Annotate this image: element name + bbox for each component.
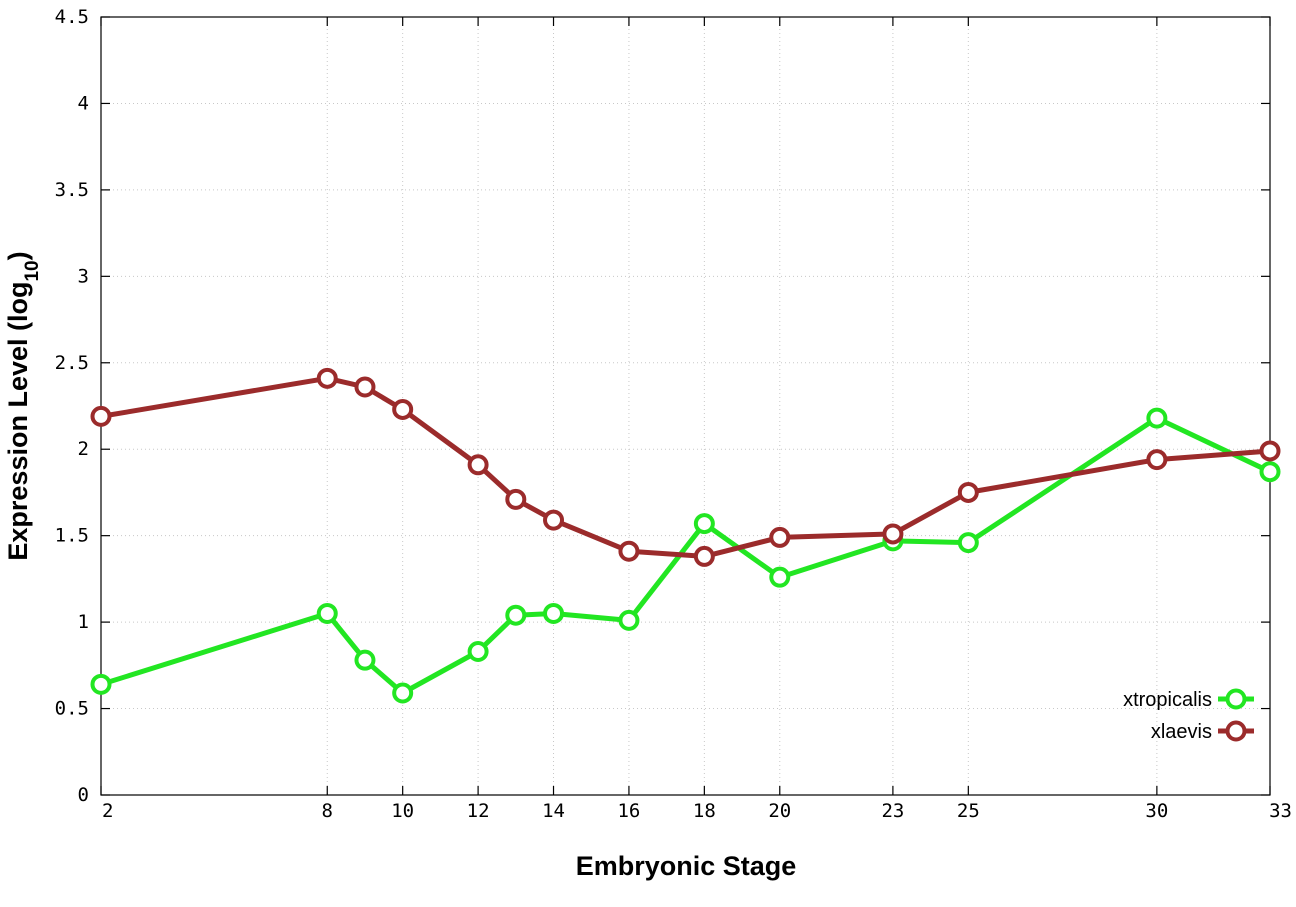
data-point-xtropicalis xyxy=(693,513,715,535)
grid-lines xyxy=(101,17,1270,795)
legend-marker-xtropicalis xyxy=(1225,688,1247,710)
series-layer xyxy=(90,367,1281,704)
x-tick-label: 16 xyxy=(617,800,640,822)
x-tick-labels: 2 8 10 12 14 16 18 20 23 25 30 33 xyxy=(102,800,1292,822)
data-point-xlaevis xyxy=(354,376,376,398)
x-tick-label: 23 xyxy=(881,800,904,822)
series-xlaevis xyxy=(90,367,1281,567)
data-point-xtropicalis xyxy=(467,641,489,663)
x-tick-label: 10 xyxy=(391,800,414,822)
data-point-xtropicalis xyxy=(316,602,338,624)
data-point-xlaevis xyxy=(769,526,791,548)
x-tick-label: 18 xyxy=(693,800,716,822)
data-point-xtropicalis xyxy=(769,566,791,588)
legend: xtropicalis xlaevis xyxy=(1123,688,1254,743)
x-tick-label: 2 xyxy=(102,800,113,822)
x-tick-label: 12 xyxy=(467,800,490,822)
data-point-xlaevis xyxy=(882,523,904,545)
data-point-xlaevis xyxy=(90,405,112,427)
legend-marker-xlaevis xyxy=(1225,720,1247,742)
y-tick-label: 2.5 xyxy=(55,352,89,374)
legend-label-xtropicalis: xtropicalis xyxy=(1123,689,1212,711)
data-point-xlaevis xyxy=(392,398,414,420)
y-tick-label: 3 xyxy=(78,265,89,287)
data-point-xtropicalis xyxy=(354,649,376,671)
y-tick-label: 3.5 xyxy=(55,179,89,201)
data-point-xlaevis xyxy=(505,488,527,510)
y-tick-label: 4 xyxy=(78,92,89,114)
y-tick-label: 1.5 xyxy=(55,525,89,547)
data-point-xtropicalis xyxy=(618,609,640,631)
data-point-xtropicalis xyxy=(543,602,565,624)
y-axis-title-close: ) xyxy=(3,251,33,260)
y-tick-label: 1 xyxy=(78,611,89,633)
axis-ticks xyxy=(100,16,1271,796)
data-point-xlaevis xyxy=(316,367,338,389)
data-point-xtropicalis xyxy=(90,673,112,695)
y-tick-label: 0 xyxy=(78,784,89,806)
data-point-xtropicalis xyxy=(1259,461,1281,483)
data-point-xlaevis xyxy=(693,545,715,567)
x-tick-label: 25 xyxy=(957,800,980,822)
x-tick-label: 30 xyxy=(1145,800,1168,822)
y-axis-title-main: Expression Level (log xyxy=(3,282,33,561)
data-point-xlaevis xyxy=(618,540,640,562)
data-point-xtropicalis xyxy=(505,604,527,626)
data-point-xtropicalis xyxy=(392,682,414,704)
plot-frame xyxy=(100,16,1271,796)
y-tick-label: 4.5 xyxy=(55,6,89,28)
y-tick-label: 2 xyxy=(78,438,89,460)
legend-label-xlaevis: xlaevis xyxy=(1151,721,1212,743)
x-tick-label: 20 xyxy=(768,800,791,822)
x-tick-label: 14 xyxy=(542,800,565,822)
data-point-xlaevis xyxy=(1146,449,1168,471)
series-xtropicalis xyxy=(90,407,1281,704)
data-point-xlaevis xyxy=(1259,440,1281,462)
x-axis-title: Embryonic Stage xyxy=(576,851,797,881)
y-axis-title-subscript: 10 xyxy=(22,260,43,281)
x-tick-label: 33 xyxy=(1269,800,1292,822)
data-point-xlaevis xyxy=(957,481,979,503)
data-point-xlaevis xyxy=(467,454,489,476)
series-line-xlaevis xyxy=(100,375,1271,559)
data-point-xtropicalis xyxy=(1146,407,1168,429)
y-axis-title: Expression Level (log10) xyxy=(3,251,43,560)
data-point-xlaevis xyxy=(543,509,565,531)
y-tick-labels: 0 0.5 1 1.5 2 2.5 3 3.5 4 4.5 xyxy=(55,6,89,806)
x-tick-label: 8 xyxy=(322,800,333,822)
y-tick-label: 0.5 xyxy=(55,698,89,720)
data-point-xtropicalis xyxy=(957,532,979,554)
